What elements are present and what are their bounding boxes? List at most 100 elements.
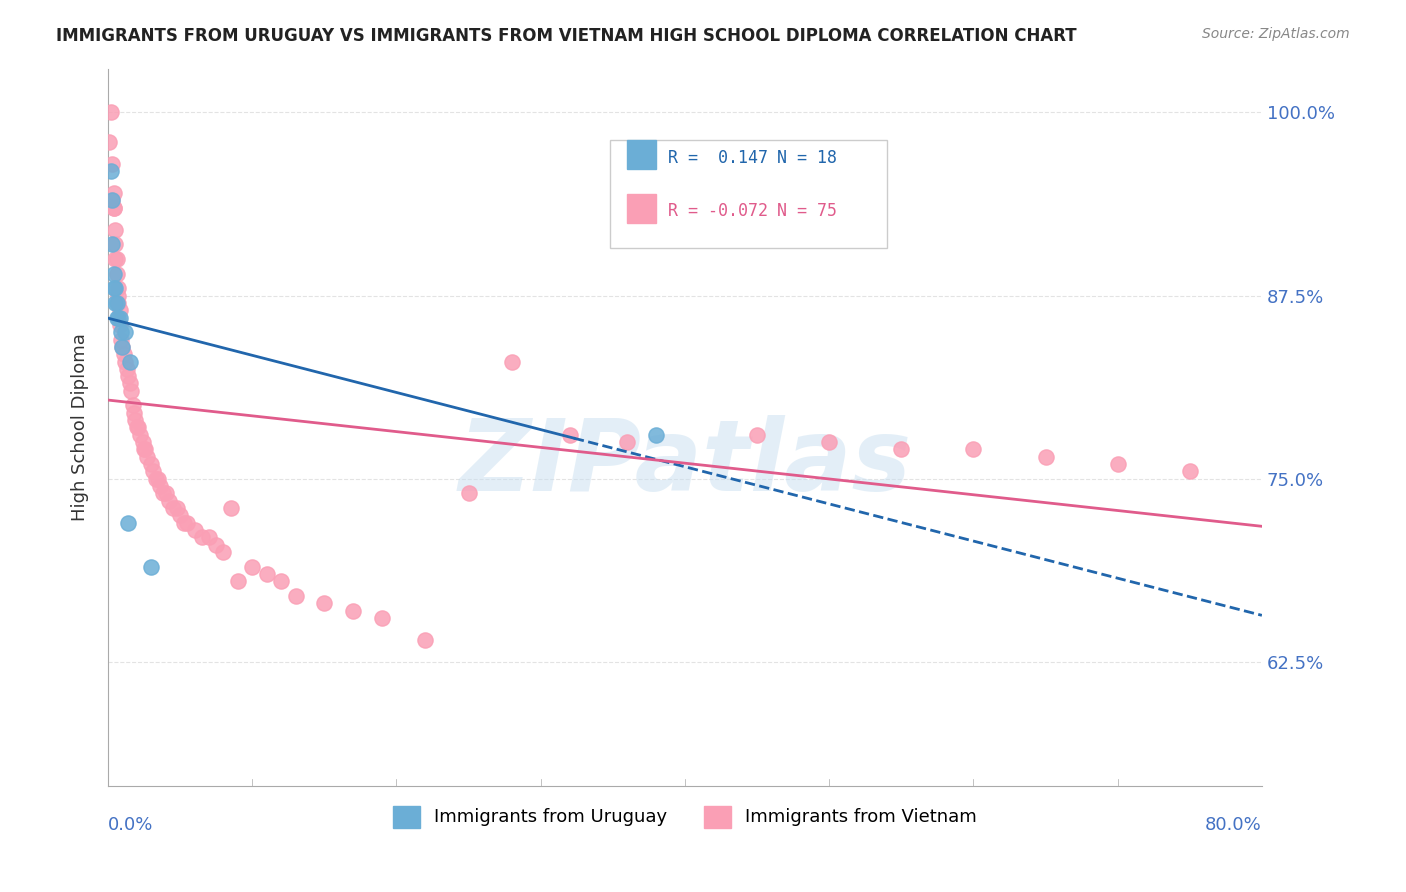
Point (136, 450, 159, 464)
Point (122, 406, 145, 420)
Point (141, 559, 163, 574)
Point (205, 538, 228, 552)
Point (166, 501, 188, 516)
Point (101, 194, 124, 208)
Text: R =  0.147: R = 0.147 (668, 149, 768, 168)
Point (98, 135, 121, 149)
Point (342, 603, 364, 617)
Point (157, 493, 180, 508)
Point (115, 362, 138, 376)
Point (101, 194, 124, 208)
Text: Source: ZipAtlas.com: Source: ZipAtlas.com (1202, 27, 1350, 41)
Point (104, 222, 127, 236)
Point (120, 384, 142, 398)
Point (183, 523, 205, 537)
Point (117, 516, 139, 530)
Point (152, 486, 174, 500)
Point (284, 589, 307, 603)
Point (256, 566, 278, 581)
Point (371, 611, 394, 625)
Text: ZIPatlas: ZIPatlas (458, 415, 911, 512)
Point (270, 574, 292, 589)
Point (100, 164, 122, 178)
Point (107, 296, 129, 310)
Point (1178, 464, 1201, 478)
Point (104, 281, 127, 295)
FancyBboxPatch shape (627, 194, 657, 223)
Point (745, 427, 768, 442)
Point (114, 354, 136, 368)
Point (212, 545, 235, 559)
Point (108, 310, 131, 325)
Point (314, 596, 336, 610)
Point (413, 632, 436, 647)
Point (104, 296, 127, 310)
Point (114, 325, 136, 339)
Point (558, 427, 581, 442)
Point (117, 369, 139, 384)
Point (105, 310, 128, 325)
Point (219, 501, 242, 516)
Point (125, 420, 148, 434)
Point (104, 237, 127, 252)
FancyBboxPatch shape (627, 140, 657, 169)
Point (169, 508, 191, 523)
Point (110, 325, 132, 339)
Point (112, 347, 135, 361)
Point (101, 157, 124, 171)
Point (173, 516, 195, 530)
Point (190, 530, 212, 544)
Point (103, 186, 125, 200)
Point (818, 435, 841, 450)
Point (501, 354, 523, 368)
Point (226, 574, 249, 589)
Point (198, 530, 221, 544)
Legend: Immigrants from Uruguay, Immigrants from Vietnam: Immigrants from Uruguay, Immigrants from… (385, 798, 984, 835)
Point (103, 201, 125, 215)
Point (103, 267, 125, 281)
Text: 80.0%: 80.0% (1205, 815, 1263, 834)
Text: 0.0%: 0.0% (108, 815, 153, 834)
Point (105, 296, 128, 310)
Point (124, 413, 146, 427)
Point (134, 442, 156, 457)
Point (118, 354, 141, 368)
Point (107, 281, 129, 295)
Point (1107, 457, 1129, 471)
Point (155, 486, 177, 500)
Point (645, 427, 668, 442)
Point (104, 252, 127, 266)
Point (616, 435, 638, 450)
Text: N = 75: N = 75 (778, 202, 837, 219)
Point (108, 318, 131, 332)
Point (457, 486, 479, 500)
Point (108, 303, 131, 318)
FancyBboxPatch shape (610, 140, 887, 248)
Point (962, 442, 984, 457)
Point (162, 501, 184, 516)
Point (105, 252, 128, 266)
Point (128, 427, 150, 442)
Text: IMMIGRANTS FROM URUGUAY VS IMMIGRANTS FROM VIETNAM HIGH SCHOOL DIPLOMA CORRELATI: IMMIGRANTS FROM URUGUAY VS IMMIGRANTS FR… (56, 27, 1077, 45)
Point (111, 340, 134, 354)
Point (127, 420, 149, 434)
Point (110, 333, 132, 347)
Point (107, 310, 129, 325)
Point (105, 267, 128, 281)
Point (111, 340, 134, 354)
Point (149, 479, 172, 493)
Point (673, 149, 696, 163)
Point (176, 516, 198, 530)
Text: N = 18: N = 18 (778, 149, 837, 168)
Point (101, 237, 124, 252)
Point (103, 201, 125, 215)
Point (148, 472, 170, 486)
Point (103, 281, 125, 295)
Point (1035, 450, 1057, 464)
Text: R = -0.072: R = -0.072 (668, 202, 768, 219)
Point (100, 105, 122, 120)
Point (131, 435, 153, 450)
Point (107, 288, 129, 302)
Point (890, 442, 912, 457)
Point (145, 472, 167, 486)
